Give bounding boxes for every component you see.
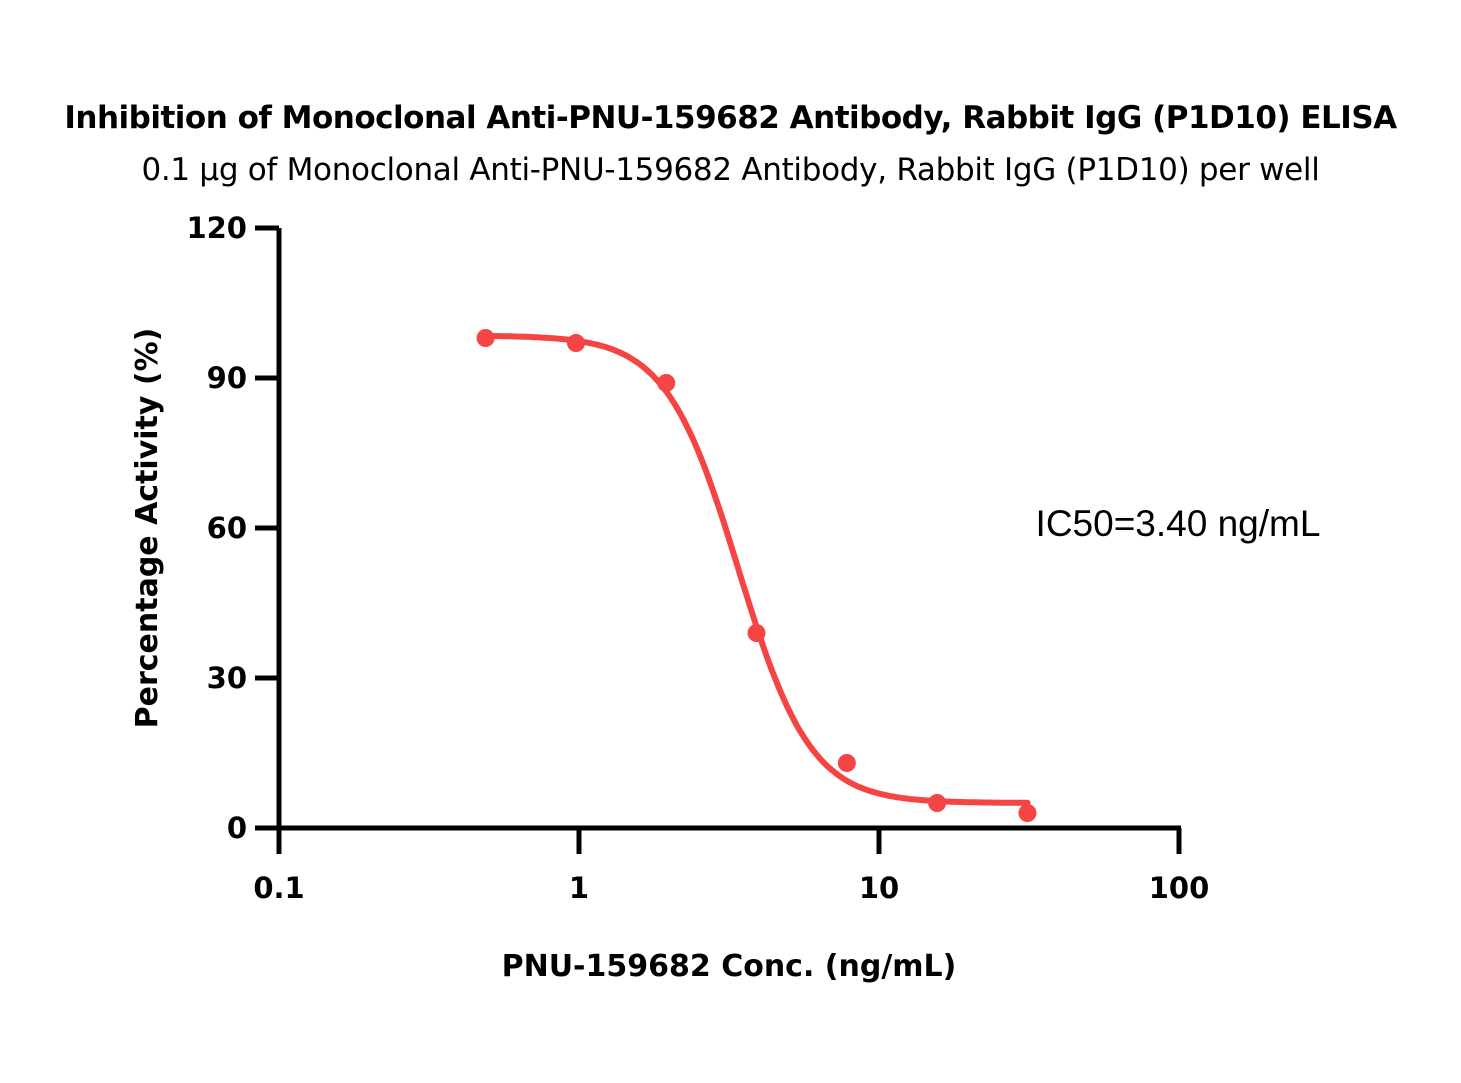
data-point	[1018, 804, 1037, 822]
y-tick-label: 60	[207, 511, 247, 545]
x-tick-label: 100	[1149, 871, 1210, 905]
data-point	[566, 334, 585, 352]
y-tick-label: 30	[207, 661, 247, 695]
y-tick-label: 0	[227, 811, 247, 845]
chart-subtitle: 0.1 µg of Monoclonal Anti-PNU-159682 Ant…	[141, 152, 1320, 188]
y-tick-label: 90	[207, 361, 247, 395]
x-tick-label: 0.1	[253, 871, 304, 905]
chart-title: Inhibition of Monoclonal Anti-PNU-159682…	[64, 100, 1397, 136]
data-points	[476, 329, 1037, 822]
data-point	[657, 374, 676, 392]
x-tick-label: 10	[859, 871, 899, 905]
x-axis-label: PNU-159682 Conc. (ng/mL)	[502, 949, 957, 984]
y-tick-label: 120	[186, 211, 247, 245]
data-point	[747, 624, 766, 642]
y-axis-label: Percentage Activity (%)	[130, 328, 165, 729]
axes	[255, 225, 1182, 854]
ic50-annotation: IC50=3.40 ng/mL	[1036, 503, 1321, 544]
fit-curve	[482, 332, 1031, 806]
data-point	[837, 754, 856, 772]
data-point	[928, 794, 947, 812]
data-point	[476, 329, 495, 347]
x-tick-label: 1	[569, 871, 589, 905]
tick-labels: 0 30 60 90 120 0.1 1 10 100	[186, 211, 1209, 905]
